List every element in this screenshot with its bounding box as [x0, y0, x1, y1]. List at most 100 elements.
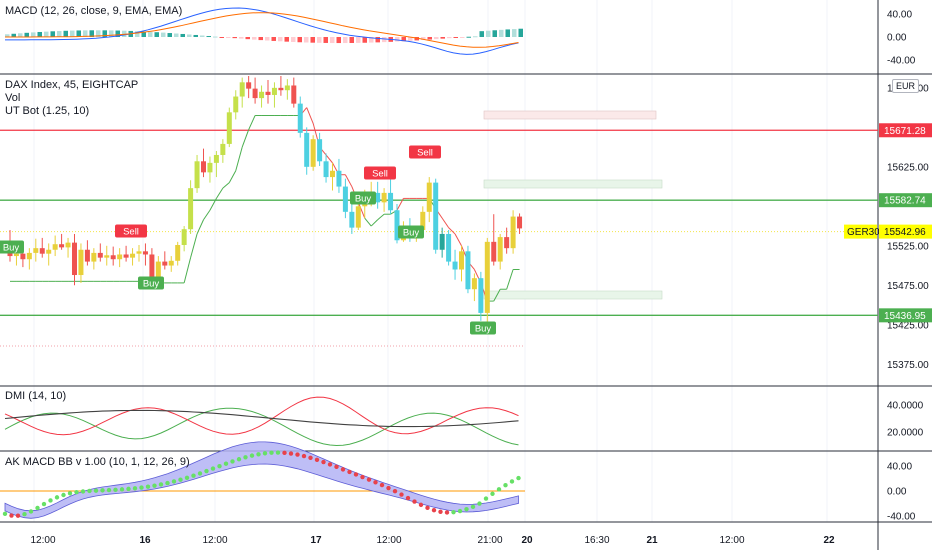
macd-histogram-bar	[206, 36, 211, 38]
ak-macd-dot	[496, 487, 502, 492]
buy-signal-tag	[398, 225, 424, 239]
candle-body	[278, 87, 284, 91]
ak-macd-dot	[366, 477, 372, 482]
candle-body	[175, 245, 181, 261]
ut-trailing-stop-segment	[203, 209, 211, 221]
time-axis: 12:00 16 12:00 17 12:00 21:00 20 16:30 21 12:00 22	[30, 535, 835, 546]
candle-body	[149, 254, 155, 279]
candle-body	[375, 192, 381, 203]
sell-signal-label: Sell	[123, 227, 139, 238]
candle-body	[52, 244, 58, 250]
ak-macd-dot	[171, 479, 177, 484]
ut-trailing-stop-segment	[506, 269, 514, 290]
candle-body	[97, 252, 103, 258]
time-axis-tick: 12:00	[30, 535, 55, 546]
macd-histogram-bar	[323, 37, 328, 43]
ut-trailing-stop-segment	[215, 187, 224, 199]
candle-body	[265, 91, 271, 95]
macd-histogram-bar	[245, 37, 250, 40]
macd-histogram-bar	[362, 37, 367, 43]
price-axis-tick: 15375.00	[887, 360, 929, 371]
candle-body	[420, 211, 426, 230]
ak-macd-dot	[67, 491, 73, 496]
candle-body	[59, 244, 65, 248]
ut-trailing-stop-segment	[454, 233, 462, 247]
macd-histogram-bar	[375, 37, 380, 43]
candle-body	[246, 82, 252, 89]
candle-body	[330, 170, 335, 178]
candle-body	[207, 162, 213, 173]
macd-signal-line	[5, 12, 519, 48]
candle-body	[201, 161, 206, 173]
ak-macd-dot	[490, 491, 495, 496]
macd-histogram-bar	[57, 31, 62, 37]
time-axis-tick: 21:00	[477, 535, 502, 546]
dmi-pane-label: DMI (14, 10)	[5, 390, 67, 402]
candle-body	[233, 96, 239, 113]
ak-macd-dot	[106, 487, 112, 493]
macd-axis-tick: -40.00	[887, 56, 916, 67]
ak-macd-dot	[74, 489, 79, 495]
candle-body	[84, 249, 90, 262]
macd-histogram-bar	[154, 32, 159, 37]
candle-body	[517, 216, 523, 229]
ut-trailing-stop-segment	[344, 174, 353, 187]
candle-body	[439, 233, 445, 250]
ak-macd-dot	[210, 466, 216, 471]
buy-signal-label: Buy	[403, 228, 420, 239]
candle-body	[336, 170, 342, 187]
macd-histogram-bar	[226, 37, 231, 38]
ak-macd-dot	[483, 496, 489, 501]
ut-trailing-stop-segment	[209, 198, 217, 211]
ak-macd-dot	[126, 486, 131, 492]
candle-body	[26, 252, 32, 260]
macd-histogram-bar	[44, 31, 49, 37]
ak-macd-dot	[503, 482, 508, 488]
macd-histogram-bar	[440, 37, 445, 39]
ak-macd-dot	[327, 462, 333, 467]
macd-histogram-bar	[427, 37, 432, 40]
macd-histogram-bar	[18, 33, 23, 37]
ak-macd-dot	[457, 508, 463, 514]
macd-histogram-bar	[167, 33, 172, 37]
time-axis-tick: 22	[823, 535, 835, 546]
ak-macd-dot	[22, 512, 27, 517]
ak-axis-tick: -40.00	[887, 511, 916, 522]
price-axis: 15725.0015625.0015525.0015475.0015425.00…	[844, 9, 932, 522]
dmi-axis-tick: 20.0000	[887, 428, 924, 439]
candle-body	[155, 261, 161, 279]
last-price-tag	[879, 224, 932, 239]
ak-macd-dot	[28, 509, 34, 514]
macd-histogram-bar	[252, 37, 257, 40]
macd-histogram-bar	[453, 37, 458, 38]
symbol-label: DAX Index, 45, EIGHTCAP	[5, 79, 139, 91]
time-axis-tick: 17	[310, 535, 322, 546]
currency-badge[interactable]: EUR	[892, 79, 920, 93]
macd-histogram-bar	[11, 33, 16, 37]
macd-histogram-bar	[310, 37, 315, 43]
ak-macd-dot	[54, 495, 60, 500]
candle-body	[284, 85, 290, 91]
candle-body	[446, 233, 452, 262]
ak-macd-dot	[295, 452, 300, 457]
sell-signal-tag	[364, 166, 396, 180]
macd-histogram-bar	[115, 30, 120, 37]
candle-body	[226, 112, 232, 144]
macd-histogram-bar	[486, 30, 491, 37]
ak-macd-dot	[464, 506, 469, 512]
price-axis-tick: 15525.00	[887, 241, 929, 252]
level-price-tag-text: 15582.74	[884, 196, 926, 207]
ak-macd-dot	[386, 485, 391, 491]
ak-macd-dot	[132, 486, 138, 491]
ak-macd-dot	[288, 451, 294, 456]
time-axis-tick: 12:00	[202, 535, 227, 546]
candle-body	[91, 252, 97, 262]
ak-macd-dot	[223, 461, 229, 466]
time-axis-tick: 16	[139, 535, 151, 546]
ak-macd-dot	[275, 450, 281, 455]
ak-macd-dot	[431, 507, 437, 513]
buy-signal-tag	[138, 276, 164, 290]
macd-histogram-bar	[317, 37, 322, 43]
buy-signal-label: Buy	[355, 194, 372, 205]
